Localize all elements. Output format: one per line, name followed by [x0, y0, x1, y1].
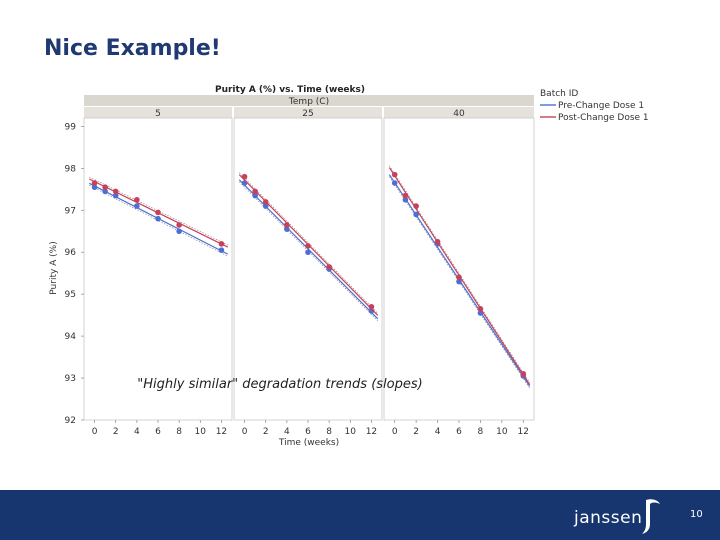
chart-title: Purity A (%) vs. Time (weeks): [215, 85, 365, 95]
y-axis-label: Purity A (%): [49, 241, 59, 294]
x-tick-label: 0: [92, 427, 98, 437]
data-point: [434, 238, 441, 245]
y-tick-label: 93: [65, 374, 76, 384]
x-tick-label: 2: [113, 427, 119, 437]
y-tick-label: 98: [65, 164, 77, 174]
data-point: [241, 173, 248, 180]
legend-title: Batch ID: [540, 89, 578, 99]
legend-label: Pre-Change Dose 1: [558, 101, 644, 111]
x-tick-label: 8: [326, 427, 332, 437]
y-tick-label: 95: [65, 290, 76, 300]
data-point: [391, 171, 398, 178]
x-tick-label: 2: [263, 427, 269, 437]
data-point: [477, 306, 484, 312]
data-point: [262, 199, 269, 205]
data-point: [112, 188, 119, 195]
data-point: [176, 222, 182, 228]
data-point: [155, 209, 161, 216]
page-number: 10: [690, 509, 703, 520]
x-tick-label: 12: [216, 427, 227, 437]
data-point: [413, 203, 419, 209]
footer-bar: [0, 490, 720, 540]
data-point: [284, 222, 290, 228]
x-tick-label: 2: [413, 427, 419, 437]
panel-label: 5: [155, 109, 161, 119]
panel-header-band: [84, 95, 534, 106]
data-point: [326, 264, 332, 270]
data-point: [284, 226, 290, 232]
data-point: [252, 188, 258, 195]
x-tick-label: 8: [478, 427, 484, 437]
x-tick-label: 6: [305, 427, 311, 437]
x-tick-label: 0: [392, 427, 398, 437]
data-point: [402, 192, 409, 199]
y-tick-label: 97: [65, 206, 76, 216]
data-point: [305, 243, 311, 249]
data-point: [134, 203, 140, 209]
logo-wordmark: janssen: [574, 508, 643, 528]
data-point: [368, 303, 375, 310]
panel-label: 25: [302, 109, 313, 119]
x-tick-label: 6: [155, 427, 161, 437]
y-tick-label: 94: [65, 332, 77, 342]
x-tick-label: 10: [195, 427, 207, 437]
x-tick-label: 10: [496, 427, 508, 437]
data-point: [112, 192, 119, 199]
x-tick-label: 12: [366, 427, 377, 437]
data-point: [91, 180, 98, 186]
x-tick-label: 8: [176, 427, 182, 437]
data-point: [241, 180, 248, 186]
data-point: [252, 192, 258, 199]
data-point: [218, 247, 225, 253]
data-point: [176, 228, 182, 235]
data-point: [402, 196, 409, 203]
logo-mark-icon: [642, 499, 660, 534]
x-tick-label: 4: [435, 427, 441, 437]
data-point: [102, 184, 108, 191]
series-band-line: [389, 165, 530, 383]
x-tick-label: 10: [345, 427, 357, 437]
data-point: [91, 184, 98, 191]
chart-annotation: "Highly similar" degradation trends (slo…: [137, 377, 422, 392]
janssen-logo: janssen: [574, 496, 674, 536]
panel-strip: [384, 107, 534, 118]
data-point: [155, 215, 161, 222]
data-point: [456, 278, 462, 285]
faceted-line-chart: Purity A (%) vs. Time (weeks) Temp (C) 5 0 2…: [49, 85, 649, 448]
slide-title: Nice Example!: [44, 36, 221, 61]
series-band-line: [89, 185, 228, 257]
data-point: [102, 188, 108, 195]
x-tick-label: 12: [518, 427, 529, 437]
data-point: [413, 211, 419, 218]
series-line: [238, 179, 379, 320]
panel-label: 40: [453, 109, 465, 119]
x-tick-label: 6: [456, 427, 462, 437]
legend-label: Post-Change Dose 1: [558, 113, 649, 123]
panel-plot-area: [233, 117, 383, 421]
data-point: [520, 371, 527, 377]
panel-strip: [234, 107, 382, 118]
data-point: [305, 249, 311, 256]
y-tick-label: 92: [65, 416, 76, 426]
y-tick-label: 99: [65, 122, 77, 132]
panel-plot-area: [383, 117, 535, 421]
x-axis-label: Time (weeks): [278, 438, 339, 448]
data-point: [456, 274, 462, 281]
panel-plot-area: [83, 117, 233, 421]
x-tick-label: 4: [284, 427, 290, 437]
data-point: [134, 196, 140, 203]
x-tick-label: 0: [242, 427, 248, 437]
y-tick-label: 96: [65, 248, 77, 258]
panel-header-label: Temp (C): [288, 97, 329, 107]
x-tick-label: 4: [134, 427, 140, 437]
data-point: [218, 241, 225, 247]
data-point: [391, 180, 398, 186]
data-point: [262, 203, 269, 209]
panel-strip: [84, 107, 232, 118]
